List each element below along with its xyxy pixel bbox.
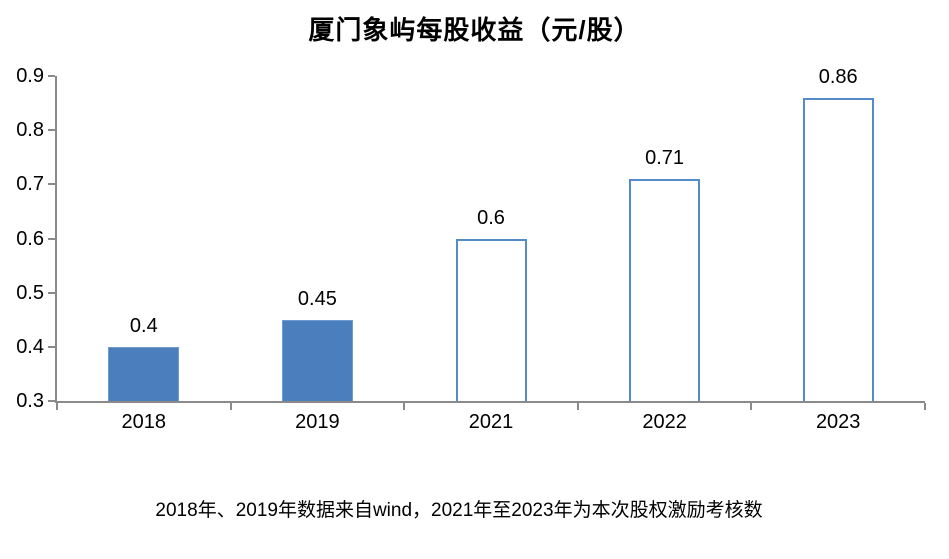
y-axis-tick: [48, 75, 55, 77]
bar-value-label: 0.86: [818, 65, 858, 88]
x-axis-tick: [403, 403, 406, 410]
chart-footnote: 2018年、2019年数据来自wind，2021年至2023年为本次股权激励考核…: [155, 500, 763, 521]
y-axis-label: 0.3: [16, 390, 44, 412]
bar-2018: [108, 346, 180, 401]
y-axis-label: 0.7: [16, 173, 44, 196]
y-axis-tick: [48, 400, 55, 402]
y-axis-tick: [48, 291, 55, 294]
y-axis-tick: [48, 237, 55, 240]
x-axis-label-2023: 2023: [815, 411, 861, 433]
y-axis-label: 0.6: [16, 227, 44, 250]
bar-value-label: 0.4: [129, 314, 158, 337]
x-axis-label-2021: 2021: [468, 411, 514, 433]
y-axis-label: 0.5: [16, 281, 44, 304]
y-axis-tick: [48, 183, 55, 186]
x-axis-label-2022: 2022: [642, 411, 687, 433]
x-axis-tick: [56, 403, 58, 410]
chart-title: 厦门象屿每股收益（元/股）: [308, 15, 641, 45]
bar-2019: [281, 319, 353, 401]
bar-value-label: 0.71: [645, 146, 685, 169]
bar-value-label: 0.45: [297, 287, 337, 310]
y-axis-label: 0.8: [16, 119, 44, 142]
bar-2021: [455, 238, 527, 401]
y-axis-label: 0.9: [16, 65, 44, 87]
y-axis-tick: [48, 129, 55, 132]
x-axis-tick: [229, 403, 232, 410]
x-axis-tick: [750, 403, 753, 410]
bar-2023: [802, 97, 874, 401]
y-axis-label: 0.4: [16, 335, 44, 358]
plot-area: 0.4 2018 0.45 2019 0.6 2021 0.71 2022 0.86 2023 0.…: [16, 65, 926, 433]
x-axis-label-2019: 2019: [295, 411, 340, 433]
bar-value-label: 0.6: [477, 206, 505, 229]
y-axis-tick: [48, 345, 55, 348]
bar-2022: [629, 178, 701, 401]
x-axis-tick: [924, 403, 926, 410]
x-axis-tick: [576, 403, 579, 410]
x-axis-label-2018: 2018: [121, 411, 167, 433]
